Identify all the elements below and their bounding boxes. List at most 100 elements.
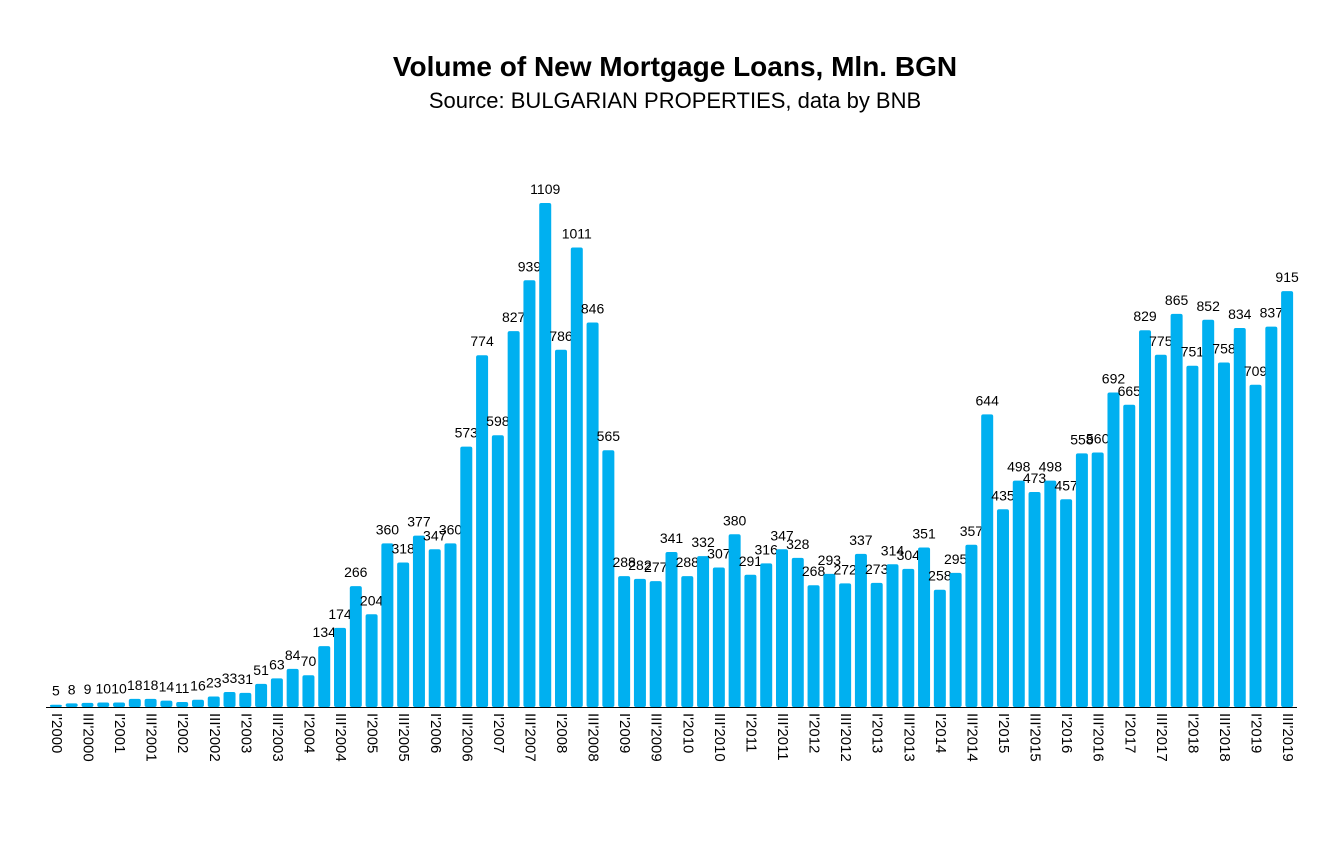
x-tick-label: I'2015 — [995, 713, 1012, 753]
value-label: 23 — [206, 675, 222, 691]
value-label: 758 — [1212, 341, 1236, 357]
bar — [349, 586, 362, 707]
bar — [539, 203, 552, 707]
bar — [1139, 330, 1152, 707]
value-label: 282 — [628, 557, 652, 573]
bar — [270, 678, 283, 707]
value-label: 332 — [691, 534, 715, 550]
value-label: 84 — [285, 647, 301, 663]
value-label: 304 — [897, 547, 921, 563]
value-label: 70 — [301, 653, 317, 669]
bar — [870, 582, 883, 707]
x-tick-label: I'2004 — [300, 713, 317, 753]
bar — [128, 698, 141, 707]
value-label: 31 — [238, 671, 254, 687]
x-tick-label: III'2006 — [458, 713, 475, 762]
value-label: 360 — [439, 521, 463, 537]
x-tick-label: I'2018 — [1184, 713, 1201, 753]
x-tick-label: I'2016 — [1058, 713, 1075, 753]
bar — [744, 574, 757, 707]
bar — [791, 557, 804, 707]
value-label: 277 — [644, 559, 668, 575]
bar — [255, 683, 268, 707]
bar — [1281, 291, 1294, 707]
bar — [223, 692, 236, 707]
bar — [555, 349, 568, 707]
value-label: 347 — [770, 527, 794, 543]
value-label: 751 — [1181, 344, 1205, 360]
value-label: 10 — [111, 680, 127, 696]
x-tick-label: III'2005 — [395, 713, 412, 762]
bar — [728, 534, 741, 707]
bar — [996, 509, 1009, 707]
bar — [775, 549, 788, 707]
x-tick-label: III'2000 — [79, 713, 96, 762]
bar — [1186, 365, 1199, 707]
value-label: 775 — [1149, 333, 1173, 349]
value-label: 829 — [1133, 308, 1157, 324]
bar — [823, 573, 836, 707]
value-label: 288 — [676, 554, 700, 570]
value-label: 10 — [95, 680, 111, 696]
bar — [681, 576, 694, 707]
bar — [665, 552, 678, 707]
x-tick-label: III'2009 — [648, 713, 665, 762]
bar — [1233, 327, 1246, 707]
value-label: 8 — [68, 681, 76, 697]
bar — [460, 446, 473, 707]
value-label: 1109 — [530, 181, 560, 197]
value-label: 11 — [175, 680, 190, 696]
value-label: 852 — [1197, 298, 1221, 314]
value-label: 337 — [849, 532, 873, 548]
value-label: 295 — [944, 551, 968, 567]
value-label: 709 — [1244, 363, 1268, 379]
bar — [649, 581, 662, 707]
value-label: 347 — [423, 527, 447, 543]
x-tick-label: III'2013 — [900, 713, 917, 762]
bar — [1123, 404, 1136, 707]
bar — [1091, 452, 1104, 707]
value-label: 1011 — [562, 226, 592, 242]
x-tick-label: III'2004 — [332, 713, 349, 762]
value-label: 558 — [1070, 431, 1094, 447]
x-tick-label: III'2012 — [837, 713, 854, 762]
value-label: 435 — [991, 487, 1015, 503]
x-tick-label: I'2008 — [553, 713, 570, 753]
x-tick-label: I'2009 — [616, 713, 633, 753]
x-tick-label: I'2010 — [679, 713, 696, 753]
value-label: 307 — [707, 545, 731, 561]
value-label: 5 — [52, 683, 60, 699]
bar — [918, 547, 931, 707]
bar — [586, 322, 599, 707]
value-label: 314 — [881, 542, 905, 558]
value-label: 33 — [222, 670, 238, 686]
value-label: 9 — [84, 681, 92, 697]
value-label: 204 — [360, 592, 384, 608]
bar — [602, 450, 615, 707]
x-tick-label: I'2003 — [237, 713, 254, 753]
value-label: 573 — [455, 425, 479, 441]
x-tick-label: III'2002 — [206, 713, 223, 762]
bar — [1170, 313, 1183, 707]
bar — [1060, 499, 1073, 707]
x-tick-label: III'2019 — [1279, 713, 1296, 762]
bar — [286, 668, 299, 707]
bar — [318, 646, 331, 707]
value-label: 288 — [612, 554, 636, 570]
value-label: 915 — [1275, 269, 1299, 285]
value-label: 786 — [549, 328, 573, 344]
value-label: 134 — [313, 624, 337, 640]
bar — [191, 699, 204, 707]
value-label: 63 — [269, 656, 285, 672]
x-tick-label: III'2003 — [269, 713, 286, 762]
value-label: 498 — [1007, 459, 1031, 475]
chart-title: Volume of New Mortgage Loans, Mln. BGN — [393, 51, 957, 82]
value-label: 457 — [1054, 477, 1078, 493]
bar — [239, 692, 252, 707]
bar — [1075, 453, 1088, 707]
bar — [1265, 326, 1278, 707]
bar — [412, 535, 425, 707]
value-label: 18 — [143, 677, 159, 693]
value-label: 16 — [190, 678, 206, 694]
